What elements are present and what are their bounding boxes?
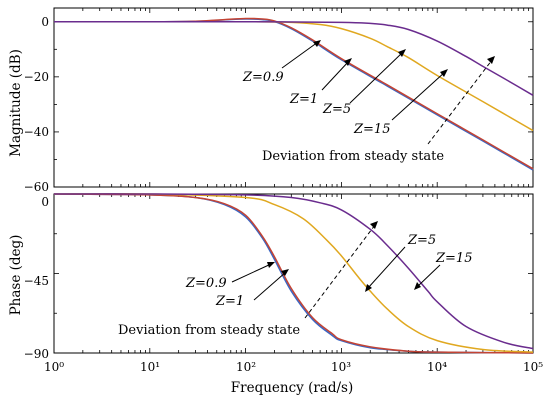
magnitude-panel-frame bbox=[53, 7, 534, 188]
phase-series-line-3 bbox=[53, 193, 534, 350]
x-tick-label-1e1: 10¹ bbox=[140, 360, 160, 374]
mag-deviation-arrow bbox=[427, 59, 493, 145]
phase-z1-arrow bbox=[253, 271, 287, 301]
x-tick-label-1e3: 10³ bbox=[331, 360, 351, 374]
mag-tick-label-20: −20 bbox=[24, 70, 49, 84]
mag-z1-arrowhead bbox=[344, 58, 352, 66]
phase-deviation-arrow bbox=[304, 224, 376, 319]
magnitude-axis-label: Magnitude (dB) bbox=[8, 49, 24, 157]
x-tick-label-1e4: 10⁴ bbox=[427, 360, 447, 374]
x-tick-label-1e2: 10² bbox=[236, 360, 256, 374]
phase-z15-arrowhead bbox=[414, 282, 421, 290]
phase-tick-label-0: 0 bbox=[41, 195, 49, 209]
phase-z1-arrowhead bbox=[281, 269, 289, 276]
mag-z5-arrowhead bbox=[398, 49, 406, 57]
phase-series-line-1 bbox=[53, 193, 534, 354]
mag-z15-arrowhead bbox=[440, 69, 448, 77]
mag-tick-label-0: 0 bbox=[41, 15, 49, 29]
mag-z5-arrow bbox=[349, 51, 404, 104]
mag-z1-label: Z=1 bbox=[289, 92, 318, 107]
mag-deviation-arrowhead bbox=[487, 56, 495, 64]
phase-z15-label: Z=15 bbox=[435, 251, 472, 266]
mag-z15-arrow bbox=[391, 71, 446, 121]
x-tick-label-1e5: 10⁵ bbox=[523, 360, 543, 374]
phase-deviation-label: Deviation from steady state bbox=[118, 323, 300, 338]
mag-z09-arrowhead bbox=[313, 40, 321, 47]
phase-z5-label: Z=5 bbox=[407, 233, 436, 248]
mag-tick-label-40: −40 bbox=[24, 125, 49, 139]
mag-z09-arrow bbox=[281, 41, 319, 69]
phase-deviation-arrowhead bbox=[370, 221, 378, 229]
phase-z5-arrowhead bbox=[365, 284, 372, 292]
phase-z1-label: Z=1 bbox=[215, 294, 244, 309]
x-tick-label-1e0: 10⁰ bbox=[44, 360, 64, 374]
phase-tick-label-45: −45 bbox=[24, 274, 49, 288]
magnitude-series-line-2 bbox=[54, 20, 534, 132]
phase-z09-arrowhead bbox=[267, 262, 275, 268]
phase-z15-arrow bbox=[416, 264, 441, 288]
mag-tick-label-60: −60 bbox=[24, 180, 49, 194]
mag-z09-label: Z=0.9 bbox=[242, 70, 284, 85]
phase-axis-label: Phase (deg) bbox=[8, 235, 24, 316]
phase-z09-label: Z=0.9 bbox=[185, 276, 227, 291]
phase-z5-arrow bbox=[367, 246, 406, 289]
mag-z15-label: Z=15 bbox=[353, 122, 390, 137]
mag-z1-arrow bbox=[321, 60, 350, 91]
phase-tick-label-90: −90 bbox=[24, 347, 49, 361]
mag-z5-label: Z=5 bbox=[322, 102, 351, 117]
mag-deviation-label: Deviation from steady state bbox=[262, 149, 444, 164]
phase-z09-arrow bbox=[231, 263, 272, 283]
magnitude-series-line-3 bbox=[54, 20, 534, 96]
frequency-axis-label: Frequency (rad/s) bbox=[231, 380, 353, 396]
phase-series-line-2 bbox=[53, 192, 534, 353]
